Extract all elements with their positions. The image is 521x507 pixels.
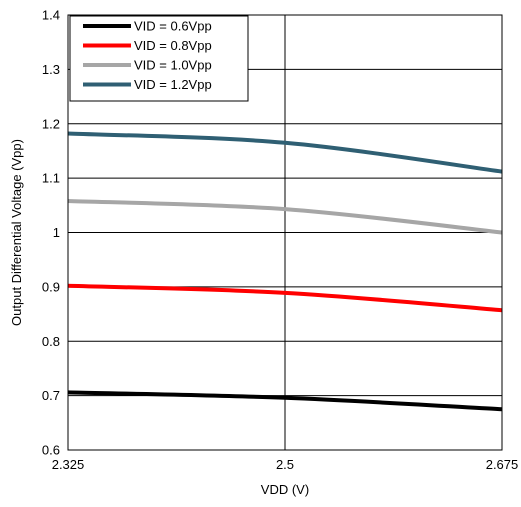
y-tick-label: 1 <box>53 225 60 240</box>
plot-frame <box>67 14 503 451</box>
series-line-3 <box>67 198 503 235</box>
x-tick-labels: 2.325 2.5 2.675 <box>52 457 519 472</box>
series-line-2 <box>67 283 503 313</box>
y-tick-label: 1.3 <box>42 62 60 77</box>
x-tick-label: 2.675 <box>486 457 519 472</box>
y-tick-label: 0.8 <box>42 334 60 349</box>
x-axis-label: VDD (V) <box>261 482 309 497</box>
series-line-4 <box>67 131 503 174</box>
series-line-1 <box>67 390 503 412</box>
legend: VID = 0.6Vpp VID = 0.8Vpp VID = 1.0Vpp VID … <box>69 15 249 102</box>
y-tick-label: 1.4 <box>42 8 60 23</box>
y-tick-label: 0.7 <box>42 388 60 403</box>
legend-box <box>69 15 249 102</box>
y-tick-label: 0.6 <box>42 443 60 458</box>
x-tick-label: 2.325 <box>52 457 85 472</box>
legend-label: VID = 1.2Vpp <box>134 77 212 92</box>
y-tick-label: 1.2 <box>42 116 60 131</box>
legend-label: VID = 0.6Vpp <box>134 19 212 34</box>
y-tick-labels: 0.6 0.7 0.8 0.9 1 1.1 1.2 1.3 1.4 <box>42 8 60 458</box>
legend-label: VID = 0.8Vpp <box>134 38 212 53</box>
series-lines <box>67 131 503 412</box>
legend-label: VID = 1.0Vpp <box>134 58 212 73</box>
y-axis-label: Output Differential Voltage (Vpp) <box>9 139 24 326</box>
x-tick-label: 2.5 <box>276 457 294 472</box>
y-tick-label: 0.9 <box>42 279 60 294</box>
y-tick-label: 1.1 <box>42 171 60 186</box>
